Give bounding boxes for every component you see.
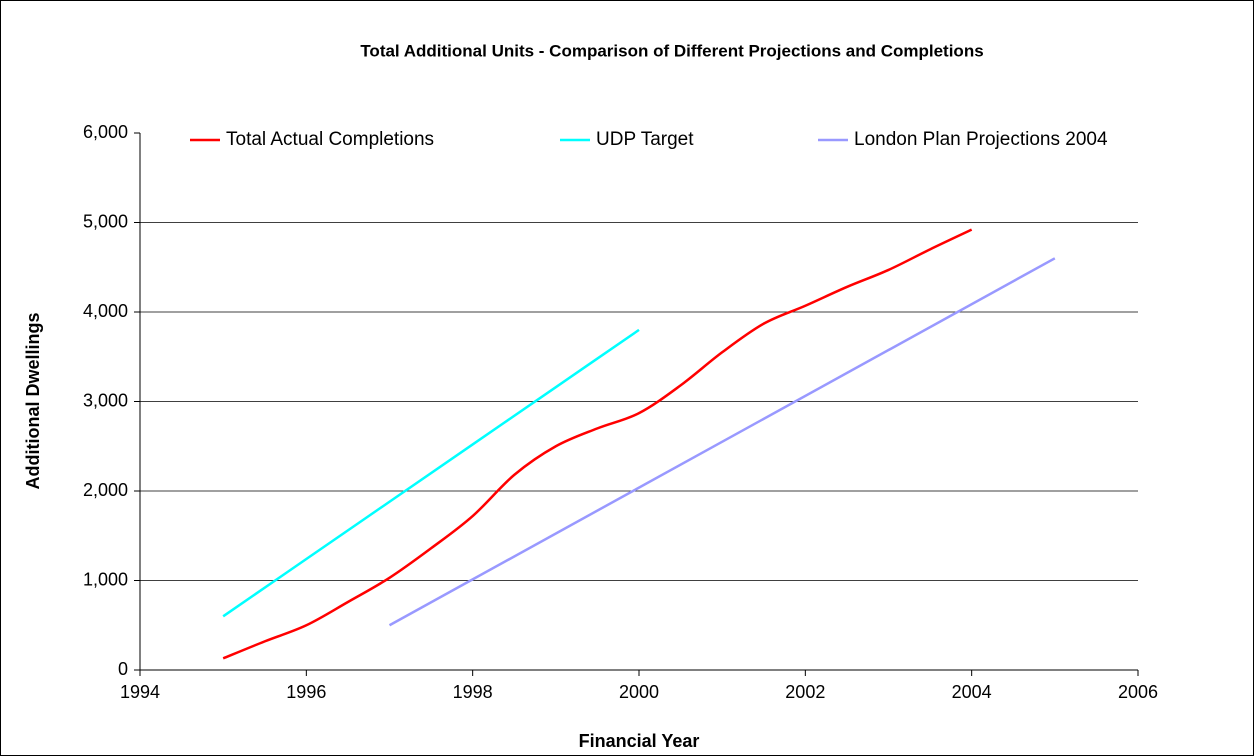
series-line <box>388 257 1056 627</box>
x-axis-label: Financial Year <box>579 731 700 751</box>
legend-label: Total Actual Completions <box>226 129 434 150</box>
y-tick-label: 1,000 <box>83 569 128 589</box>
y-tick-label: 4,000 <box>83 301 128 321</box>
chart-title: Total Additional Units - Comparison of D… <box>360 41 983 60</box>
legend-label: UDP Target <box>596 129 694 150</box>
y-tick-label: 0 <box>118 659 128 679</box>
series-line <box>222 228 973 660</box>
x-tick-label: 1996 <box>286 682 326 702</box>
x-tick-label: 2002 <box>785 682 825 702</box>
x-tick-label: 1994 <box>120 682 160 702</box>
y-tick-label: 6,000 <box>83 122 128 142</box>
y-axis-label: Additional Dwellings <box>23 312 43 489</box>
y-tick-label: 3,000 <box>83 390 128 410</box>
legend-label: London Plan Projections 2004 <box>854 129 1108 150</box>
y-tick-label: 5,000 <box>83 211 128 231</box>
x-tick-label: 1998 <box>453 682 493 702</box>
x-tick-label: 2004 <box>952 682 992 702</box>
y-tick-label: 2,000 <box>83 480 128 500</box>
x-tick-label: 2000 <box>619 682 659 702</box>
series-line <box>222 328 640 618</box>
x-tick-label: 2006 <box>1118 682 1158 702</box>
